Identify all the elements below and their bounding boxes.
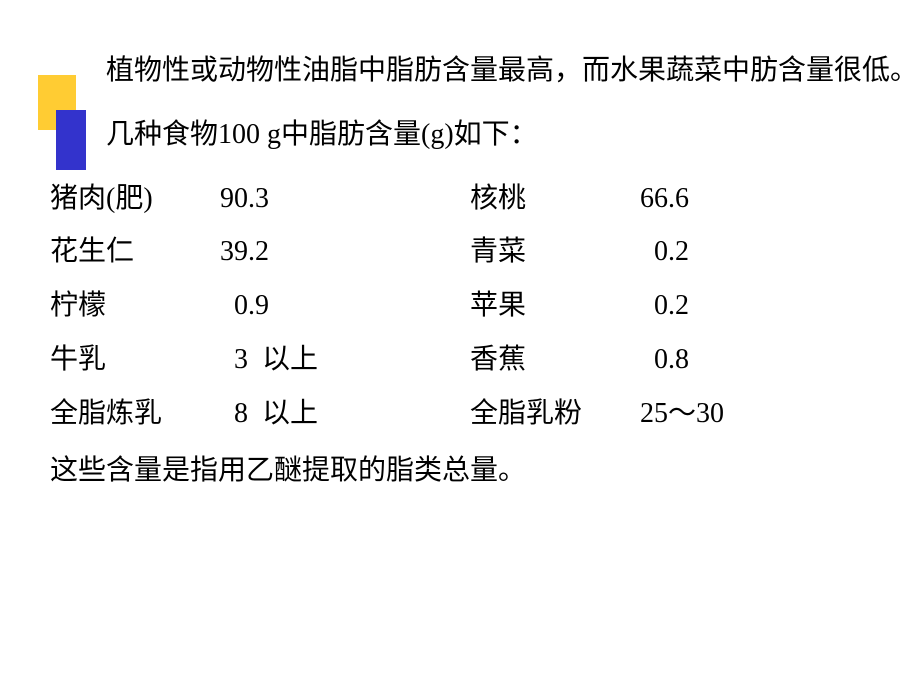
decoration-blue-block	[56, 110, 86, 170]
food-name: 香蕉	[470, 334, 640, 386]
food-name: 牛乳	[50, 334, 220, 386]
food-name: 苹果	[470, 280, 640, 332]
food-name: 全脂炼乳	[50, 388, 220, 440]
food-value: 0.9	[220, 280, 470, 332]
table-row: 全脂炼乳 8 以上 全脂乳粉 25～30	[50, 388, 860, 440]
food-name: 花生仁	[50, 226, 220, 278]
slide-container: 植物性或动物性油脂中脂肪含量最高，而水果蔬菜中肪含量很低。 几种食物100 g中…	[0, 0, 920, 690]
food-value: 25～30	[640, 388, 790, 440]
food-value: 0.8	[640, 334, 790, 386]
table-row: 牛乳 3 以上 香蕉 0.8	[50, 334, 860, 386]
food-value: 3 以上	[220, 334, 470, 386]
food-name: 全脂乳粉	[470, 388, 640, 440]
food-value: 0.2	[640, 280, 790, 332]
fat-content-table: 猪肉(肥) 90.3 核桃 66.6 花生仁 39.2 青菜 0.2 柠檬 0.…	[50, 173, 860, 440]
food-value: 0.2	[640, 226, 790, 278]
food-value: 66.6	[640, 173, 790, 225]
food-value: 39.2	[220, 226, 470, 278]
table-row: 花生仁 39.2 青菜 0.2	[50, 226, 860, 278]
food-value: 8 以上	[220, 388, 470, 440]
intro-paragraph-1: 植物性或动物性油脂中脂肪含量最高，而水果蔬菜中肪含量很低。	[50, 45, 860, 97]
table-row: 猪肉(肥) 90.3 核桃 66.6	[50, 173, 860, 225]
food-name: 柠檬	[50, 280, 220, 332]
food-name: 核桃	[470, 173, 640, 225]
food-name: 青菜	[470, 226, 640, 278]
table-row: 柠檬 0.9 苹果 0.2	[50, 280, 860, 332]
footer-note: 这些含量是指用乙醚提取的脂类总量。	[50, 445, 860, 497]
food-name: 猪肉(肥)	[50, 173, 220, 225]
intro-paragraph-2: 几种食物100 g中脂肪含量(g)如下：	[50, 109, 860, 161]
food-value: 90.3	[220, 173, 470, 225]
